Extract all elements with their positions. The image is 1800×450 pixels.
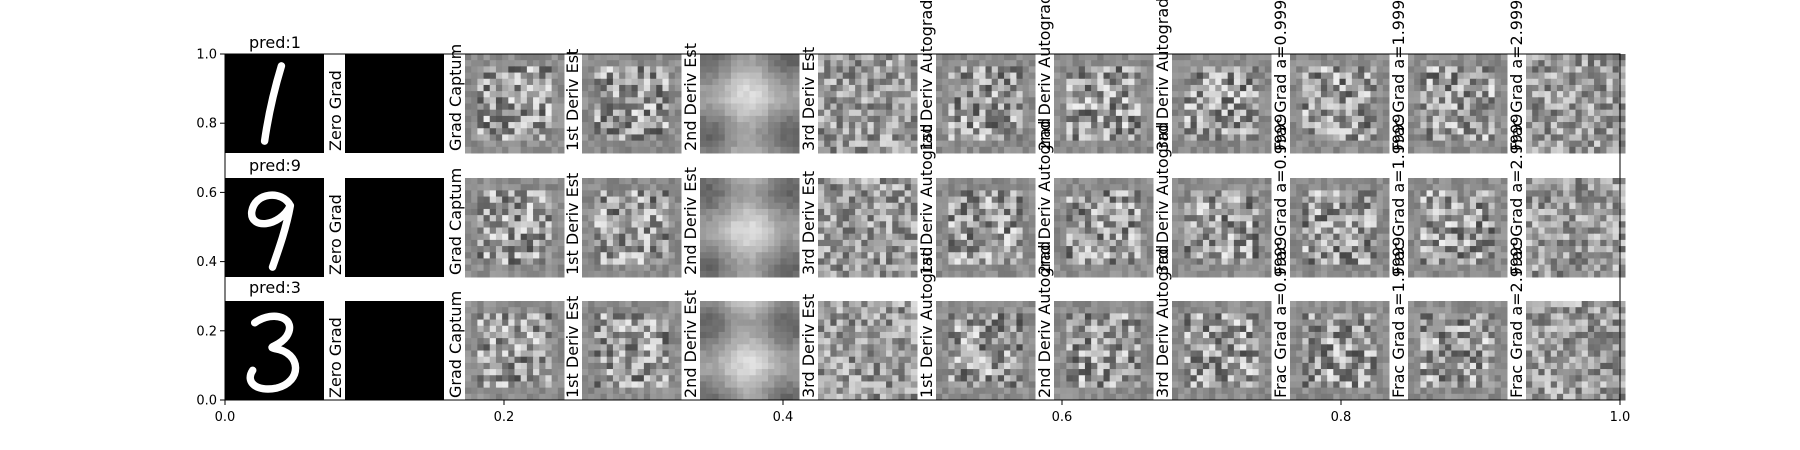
x-tick-label: 1.0	[1610, 410, 1631, 425]
column-label: 3rd Deriv Est	[799, 171, 818, 275]
attribution-map	[582, 54, 682, 154]
image-grid	[225, 54, 1626, 401]
column-label: Frac Grad a=1.9999	[1389, 113, 1408, 275]
column-label: 2nd Deriv Est	[681, 43, 700, 151]
attribution-map	[1408, 54, 1508, 154]
column-label: 2nd Deriv Autograd	[1035, 118, 1054, 275]
pred-label: pred:1	[249, 33, 301, 52]
attribution-map	[1408, 301, 1508, 401]
x-tick-label: 0.8	[1331, 410, 1352, 425]
column-label: 2nd Deriv Autograd	[1035, 241, 1054, 398]
attribution-map	[1526, 178, 1626, 278]
column-label: Grad Captum	[446, 291, 465, 398]
column-label: Zero Grad	[326, 317, 345, 398]
attribution-map	[1172, 301, 1272, 401]
column-label: 2nd Deriv Est	[681, 290, 700, 398]
y-tick-label: 0.2	[196, 324, 217, 339]
attribution-map	[1290, 178, 1390, 278]
column-label: Frac Grad a=0.9999	[1271, 0, 1290, 151]
column-label: Grad Captum	[446, 44, 465, 151]
y-axis: 0.0 0.2 0.4 0.6 0.8 1.0	[196, 48, 225, 409]
column-label: 3rd Deriv Est	[799, 47, 818, 151]
column-label: 3rd Deriv Autograd	[1153, 0, 1172, 151]
column-labels: Zero Grad Grad Captum 1st Deriv Est 2nd Der…	[326, 0, 1526, 398]
column-label: 3rd Deriv Autograd	[1153, 122, 1172, 275]
x-tick-label: 0.0	[215, 410, 236, 425]
attribution-map	[1290, 54, 1390, 154]
attribution-map	[1526, 301, 1626, 401]
prediction-labels: pred:1 pred:9 pred:3	[249, 33, 301, 297]
attribution-map	[1172, 178, 1272, 278]
attribution-map	[936, 54, 1036, 154]
x-tick-label: 0.6	[1052, 410, 1073, 425]
input-digit-image	[225, 301, 324, 400]
attribution-map	[582, 301, 682, 401]
column-label: 3rd Deriv Est	[799, 294, 818, 398]
attribution-map	[345, 178, 444, 277]
attribution-map	[700, 54, 800, 154]
axes-frame	[224, 53, 1621, 401]
column-label: 1st Deriv Autograd	[917, 247, 936, 398]
attribution-map	[936, 301, 1036, 401]
column-label: 1st Deriv Autograd	[917, 0, 936, 151]
y-tick-label: 0.0	[196, 394, 217, 409]
attribution-map	[345, 54, 444, 153]
attribution-map	[818, 54, 918, 154]
attribution-map	[1054, 54, 1154, 154]
attribution-map	[1526, 54, 1626, 154]
attribution-map	[936, 178, 1036, 278]
column-label: 2nd Deriv Est	[681, 167, 700, 275]
y-tick-label: 0.6	[196, 186, 217, 201]
column-label: Frac Grad a=2.9999	[1507, 236, 1526, 398]
attribution-map	[1290, 301, 1390, 401]
attribution-map	[582, 178, 682, 278]
column-label: 1st Deriv Est	[563, 296, 582, 398]
attribution-map	[1408, 178, 1508, 278]
column-label: 1st Deriv Autograd	[917, 124, 936, 275]
attribution-map	[818, 301, 918, 401]
column-label: Frac Grad a=0.9999	[1271, 113, 1290, 275]
column-label: Frac Grad a=1.9999	[1389, 236, 1408, 398]
column-label: Frac Grad a=2.9999	[1507, 113, 1526, 275]
x-axis: 0.0 0.2 0.4 0.6 0.8 1.0	[215, 400, 1631, 425]
column-label: 1st Deriv Est	[563, 49, 582, 151]
column-label: 3rd Deriv Autograd	[1153, 245, 1172, 398]
attribution-map	[465, 178, 565, 278]
attribution-map	[1172, 54, 1272, 154]
column-label: Grad Captum	[446, 168, 465, 275]
attribution-map	[465, 301, 565, 401]
y-tick-label: 0.4	[196, 255, 217, 270]
y-tick-label: 0.8	[196, 117, 217, 132]
pred-label: pred:9	[249, 156, 301, 175]
attribution-map	[818, 178, 918, 278]
attribution-map	[465, 54, 565, 154]
x-tick-label: 0.4	[773, 410, 794, 425]
column-label: Frac Grad a=2.9999	[1507, 0, 1526, 151]
pred-label: pred:3	[249, 278, 301, 297]
y-tick-label: 1.0	[196, 48, 217, 63]
input-digit-image	[225, 178, 324, 277]
attribution-map	[700, 301, 800, 401]
column-label: 2nd Deriv Autograd	[1035, 0, 1054, 151]
attribution-map	[1054, 178, 1154, 278]
attribution-map	[345, 301, 444, 400]
column-label: Frac Grad a=1.9999	[1389, 0, 1408, 151]
attribution-map	[700, 178, 800, 278]
column-label: 1st Deriv Est	[563, 173, 582, 275]
column-label: Zero Grad	[326, 194, 345, 275]
attribution-map	[1054, 301, 1154, 401]
column-label: Zero Grad	[326, 70, 345, 151]
input-digit-image	[225, 54, 324, 153]
x-tick-label: 0.2	[494, 410, 515, 425]
column-label: Frac Grad a=0.9999	[1271, 236, 1290, 398]
